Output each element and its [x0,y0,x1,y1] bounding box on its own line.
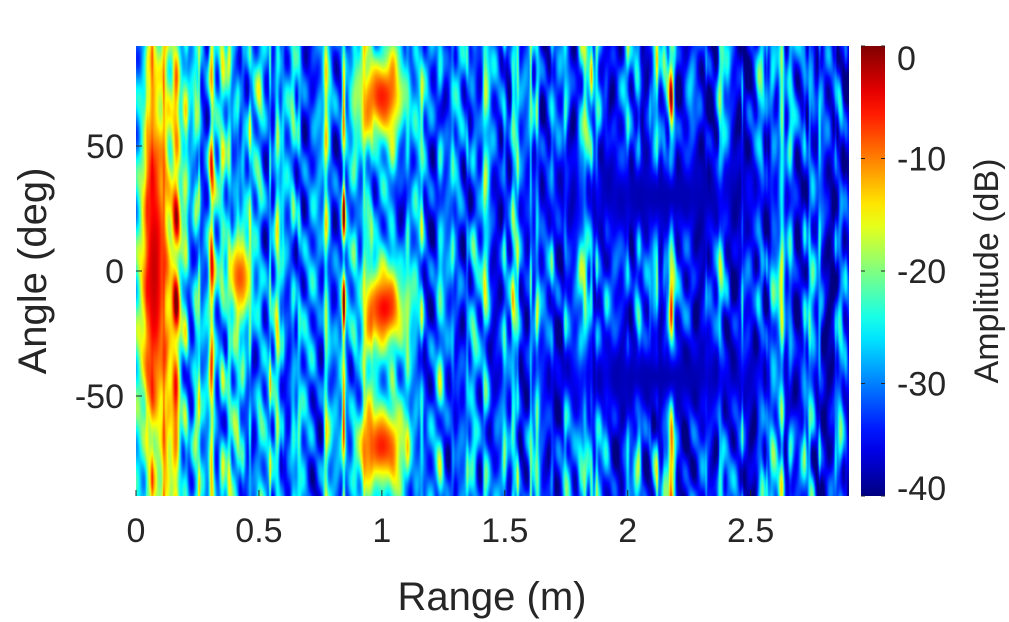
colorbar-tick-label: 0 [897,40,916,78]
colorbar-tick-label: -30 [897,366,946,404]
colorbar-tick-label: -40 [897,470,946,508]
y-tick-label: 50 [86,128,124,166]
colorbar-tick-label: -10 [897,141,946,179]
x-tick-label: 0 [127,512,146,550]
y-axis-label: Angle (deg) [11,168,55,375]
heatmap-image [136,46,849,496]
x-tick-label: 0.5 [235,512,282,550]
x-axis-ticks: 0 0.5 1 1.5 2 2.5 [127,490,774,550]
x-tick-label: 1 [372,512,391,550]
colorbar: 0 -10 -20 -30 -40 Amplitude (dB) [861,40,1006,508]
plot-area [136,46,849,496]
colorbar-tick-label: -20 [897,253,946,291]
y-tick-label: -50 [75,378,124,416]
y-axis-ticks: 50 0 -50 [75,128,142,416]
x-tick-label: 2.5 [727,512,774,550]
colorbar-ticks: 0 -10 -20 -30 -40 [861,40,946,508]
colorbar-label: Amplitude (dB) [968,159,1006,384]
x-axis-label: Range (m) [398,575,587,619]
x-tick-label: 1.5 [481,512,528,550]
x-tick-label: 2 [618,512,637,550]
y-tick-label: 0 [105,253,124,291]
heatmap-foreign-object [136,46,849,496]
